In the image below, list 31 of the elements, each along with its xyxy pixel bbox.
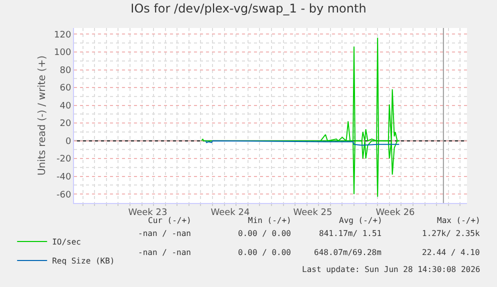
text: -nan / -nan [138,229,192,238]
y-tick-label: 100 [54,48,72,58]
text: 0.00 / 0.00 [238,229,292,238]
y-tick-label: 40 [60,101,72,112]
x-tick-label: Week 23 [128,208,168,218]
y-tick-label: -20 [56,154,72,165]
text: 0.00 / 0.00 [238,248,292,257]
x-tick-label: Week 24 [210,208,250,218]
text: Avg (-/+) [339,216,382,225]
y-tick-label: 0 [65,136,72,147]
y-tick-label: 120 [54,30,72,40]
y-axis-title: Units read (-) / write (+) [37,55,48,176]
y-tick-label: -60 [56,190,72,200]
y-tick-label: 60 [60,84,72,94]
text: 841.17m/ 1.51 [319,229,382,238]
text: 648.07m/69.28m [314,248,382,257]
x-tick-label: Week 25 [293,208,332,218]
text: Cur (-/+) [148,216,192,225]
text: 1.27k/ 2.35k [422,229,480,238]
legend-label: Req Size (KB) [52,256,115,266]
y-tick-label: -40 [56,172,72,182]
text: -nan / -nan [138,248,192,257]
x-tick-label: Week 26 [376,208,416,218]
text: 22.44 / 4.10 [422,248,480,257]
text: Min (-/+) [248,216,292,225]
text: Max (-/+) [437,216,480,225]
y-tick-label: 80 [60,66,72,76]
y-tick-label: 20 [60,119,72,130]
legend-label: IO/sec [52,238,82,247]
text: Last update: Sun Jun 28 14:30:08 2026 [302,265,480,274]
chart-title: IOs for /dev/plex-vg/swap_1 - by month [130,1,366,16]
